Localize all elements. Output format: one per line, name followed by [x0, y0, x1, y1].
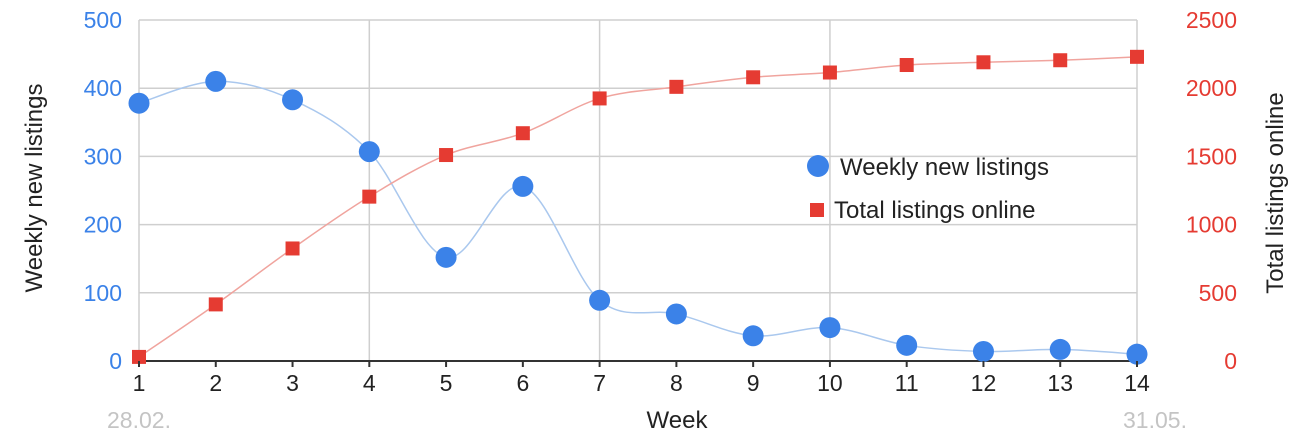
tick-labels: 1 2 3 4 5 6 7 8 9 10 11 12 13 14010020030040050005001…: [84, 7, 1237, 396]
y-left-axis-title: Weekly new listings: [21, 84, 48, 293]
x-tick-label: 3: [286, 370, 299, 396]
y-right-tick-label: 1000: [1186, 212, 1237, 238]
y-right-tick-label: 500: [1199, 280, 1237, 306]
data-point-total: [976, 55, 991, 70]
data-point-total: [285, 241, 300, 256]
start-date-label: 28.02.: [107, 407, 171, 433]
data-point-weekly: [435, 246, 457, 268]
x-tick-label: 4: [363, 370, 376, 396]
legend-label-weekly: Weekly new listings: [840, 154, 1049, 181]
y-right-tick-label: 2500: [1186, 7, 1237, 33]
data-point-total: [362, 189, 377, 204]
data-point-total: [515, 126, 530, 141]
data-point-weekly: [742, 325, 764, 347]
end-date-label: 31.05.: [1123, 407, 1187, 433]
y-left-tick-label: 100: [84, 280, 122, 306]
x-tick-label: 7: [593, 370, 606, 396]
y-right-tick-label: 0: [1224, 348, 1237, 374]
series-markers: [128, 49, 1148, 365]
data-point-weekly: [512, 175, 534, 197]
data-point-weekly: [972, 340, 994, 362]
data-point-weekly: [128, 92, 150, 114]
y-right-tick-label: 1500: [1186, 143, 1237, 169]
data-point-total: [1130, 49, 1144, 64]
data-point-total: [669, 79, 684, 94]
y-right-tick-label: 2000: [1186, 75, 1237, 101]
x-tick-label: 2: [209, 370, 222, 396]
legend-marker-total: [810, 203, 824, 217]
data-point-weekly: [1126, 343, 1148, 365]
y-left-tick-label: 200: [84, 212, 122, 238]
grid: [138, 19, 1138, 362]
data-point-weekly: [896, 334, 918, 356]
x-tick-label: 10: [817, 370, 843, 396]
x-tick-label: 1: [133, 370, 146, 396]
legend: Weekly new listings Total listings onlin…: [807, 154, 1049, 224]
data-point-total: [746, 70, 761, 85]
legend-label-total: Total listings online: [834, 197, 1035, 224]
x-axis-title: Week: [647, 407, 709, 434]
data-point-total: [822, 65, 837, 80]
data-point-weekly: [358, 141, 380, 163]
data-point-total: [592, 91, 607, 106]
data-point-weekly: [665, 303, 687, 325]
y-left-tick-label: 400: [84, 75, 122, 101]
data-point-weekly: [589, 289, 611, 311]
legend-marker-weekly: [807, 155, 829, 177]
x-tick-label: 11: [895, 370, 919, 396]
data-point-weekly: [282, 89, 304, 111]
x-tick-label: 5: [440, 370, 453, 396]
data-point-weekly: [205, 70, 227, 92]
data-point-total: [899, 58, 914, 73]
data-point-weekly: [1049, 338, 1071, 360]
y-left-tick-label: 0: [109, 348, 122, 374]
y-left-tick-label: 500: [84, 7, 122, 33]
y-left-tick-label: 300: [84, 143, 122, 169]
data-point-total: [439, 148, 454, 163]
y-right-axis-title: Total listings online: [1262, 92, 1289, 293]
data-point-total: [132, 349, 146, 364]
data-point-weekly: [819, 317, 841, 339]
data-point-total: [208, 297, 223, 312]
x-tick-label: 8: [670, 370, 683, 396]
x-tick-label: 6: [516, 370, 529, 396]
data-point-total: [1053, 53, 1068, 68]
x-tick-label: 9: [747, 370, 760, 396]
x-tick-label: 14: [1124, 370, 1150, 396]
x-tick-label: 13: [1047, 370, 1073, 396]
x-tick-label: 12: [971, 370, 997, 396]
